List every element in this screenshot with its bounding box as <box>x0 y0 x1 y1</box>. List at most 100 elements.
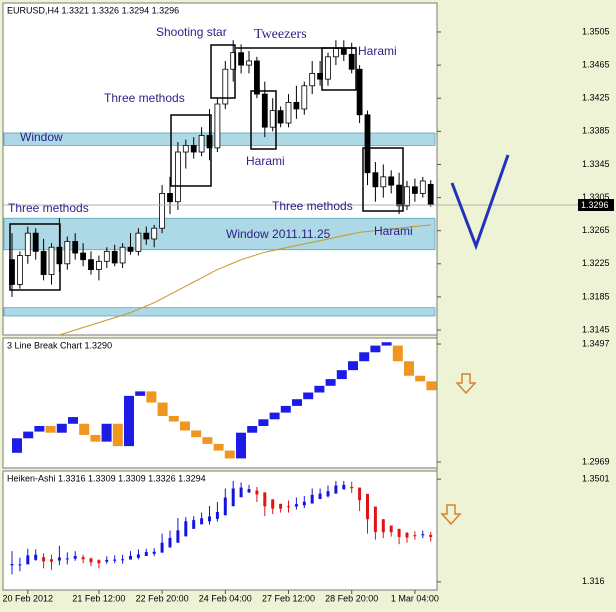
brick <box>303 392 314 400</box>
candle-body <box>174 151 181 203</box>
brick <box>336 370 347 380</box>
brick <box>280 405 291 413</box>
candle-body <box>301 85 308 110</box>
annotation: Three methods <box>272 199 353 213</box>
x-tick-label: 21 Feb 12:00 <box>72 593 125 603</box>
candle-body <box>182 145 189 153</box>
annotation: Window <box>20 130 63 144</box>
candle-body <box>97 560 101 564</box>
candle-body <box>65 558 69 560</box>
candle-body <box>350 486 354 489</box>
candle-body <box>293 101 300 110</box>
y-tick-label: 1.2969 <box>582 456 610 466</box>
candle-body <box>200 518 204 525</box>
x-tick-label: 22 Feb 20:00 <box>136 593 189 603</box>
brick <box>146 391 157 403</box>
brick <box>370 345 381 353</box>
candle-body <box>40 250 47 275</box>
candle-body <box>342 484 346 490</box>
candle-body <box>381 519 385 533</box>
candle-body <box>246 60 252 66</box>
candle-body <box>143 232 150 240</box>
candle-body <box>334 485 338 494</box>
candle-body <box>129 555 132 560</box>
candle-body <box>32 232 39 252</box>
candle-body <box>326 491 330 497</box>
brick <box>325 379 336 386</box>
candle-body <box>271 499 275 509</box>
brick <box>404 361 414 376</box>
candle-body <box>269 110 276 128</box>
candle-body <box>50 559 53 562</box>
candle-body <box>167 193 173 203</box>
candle-body <box>310 494 314 504</box>
brick <box>236 432 246 459</box>
candle-body <box>373 506 377 533</box>
candle-body <box>10 564 14 566</box>
candle-body <box>413 535 417 537</box>
down-arrow <box>440 504 462 526</box>
candle-body <box>285 101 292 124</box>
brick <box>112 423 123 447</box>
brick <box>191 430 202 438</box>
candle-body <box>208 516 211 522</box>
candle-body <box>111 250 118 264</box>
last-price-box <box>578 199 614 212</box>
candle-body <box>151 227 158 240</box>
y-tick-label: 1.3505 <box>582 26 610 36</box>
candle-body <box>89 558 93 563</box>
candle-body <box>214 103 221 149</box>
candle-body <box>96 260 102 270</box>
candle-body <box>340 48 347 55</box>
candle-body <box>389 525 393 533</box>
candle-body <box>192 520 196 529</box>
brick <box>359 352 370 362</box>
candle-body <box>160 542 164 553</box>
candle-body <box>238 52 245 66</box>
candle-body <box>152 551 156 554</box>
candle-body <box>405 532 409 538</box>
candle-body <box>80 252 86 261</box>
plot-layer: EURUSD,H4 1.3321 1.3326 1.3294 1.3296 1.3… <box>3 5 614 603</box>
brick <box>12 438 22 453</box>
candle-body <box>73 555 77 559</box>
candle-body <box>72 241 79 254</box>
annotation: Window 2011.11.25 <box>226 227 331 241</box>
brick <box>202 437 213 444</box>
candle-body <box>396 184 403 207</box>
candle-body <box>309 72 316 87</box>
x-tick-label: 28 Feb 20:00 <box>325 593 378 603</box>
brick <box>258 419 269 427</box>
y-tick-label: 1.3265 <box>582 225 610 235</box>
brick <box>68 417 78 424</box>
x-tick-label: 27 Feb 12:00 <box>262 593 315 603</box>
candle-body <box>358 487 362 501</box>
annotation: Harami <box>374 224 413 238</box>
candle-body <box>302 501 306 506</box>
candle-body <box>42 557 46 562</box>
candle-body <box>356 68 363 116</box>
brick <box>314 385 325 393</box>
brick <box>292 399 302 406</box>
pattern-box <box>250 90 277 150</box>
moving-average <box>59 224 431 336</box>
candle-body <box>113 559 117 561</box>
y-tick-label: 1.3501 <box>582 474 610 484</box>
annotation: Shooting star <box>156 25 227 39</box>
brick <box>381 342 392 346</box>
brick <box>34 426 45 432</box>
candle-body <box>26 555 30 565</box>
brick <box>392 345 403 362</box>
candle-body <box>388 176 395 186</box>
candle-body <box>135 232 142 252</box>
candle-body <box>121 559 125 561</box>
candle-body <box>81 557 85 560</box>
y-tick-label: 1.3225 <box>582 258 610 268</box>
candle-body <box>34 554 38 560</box>
x-tick-label: 1 Mar 04:00 <box>391 593 439 603</box>
brick <box>247 426 258 433</box>
candle-body <box>325 56 331 80</box>
candle-body <box>419 180 426 194</box>
candle-body <box>421 534 425 536</box>
